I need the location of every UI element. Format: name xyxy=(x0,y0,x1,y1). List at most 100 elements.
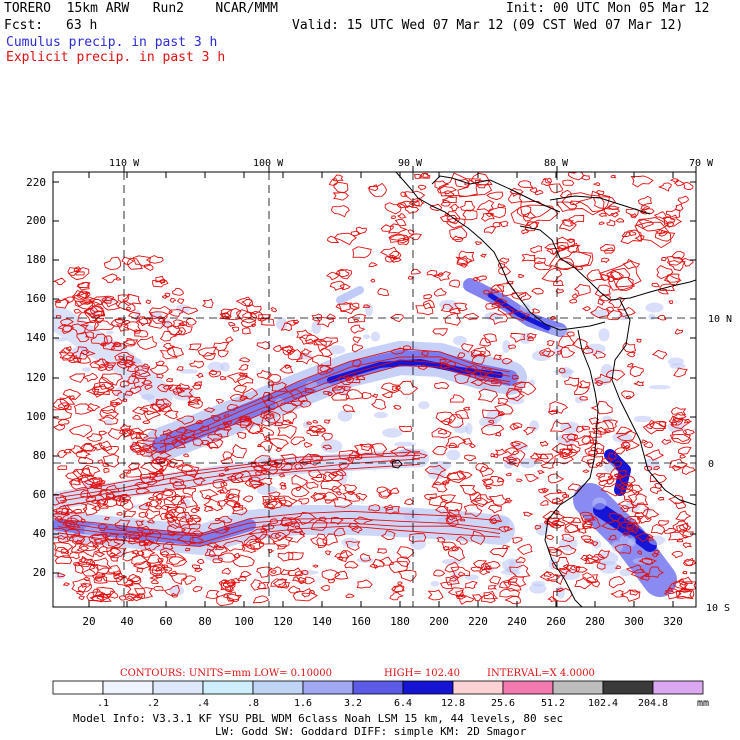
explicit-precip-contour xyxy=(203,407,216,413)
explicit-precip-contour xyxy=(231,577,240,584)
explicit-precip-contour xyxy=(380,530,396,540)
map-field xyxy=(53,172,696,607)
explicit-precip-contour xyxy=(117,294,130,303)
explicit-precip-contour xyxy=(308,425,323,433)
explicit-precip-contour xyxy=(53,527,69,540)
explicit-precip-contour xyxy=(169,297,177,303)
explicit-precip-contour xyxy=(667,580,688,593)
explicit-precip-contour xyxy=(162,541,175,550)
explicit-precip-contour xyxy=(237,576,247,582)
explicit-precip-contour xyxy=(356,579,373,589)
y-tick-label: 100 xyxy=(26,410,46,423)
explicit-precip-contour xyxy=(190,508,201,514)
explicit-precip-contour xyxy=(84,331,95,339)
explicit-precip-contour xyxy=(593,379,603,387)
explicit-precip-contour xyxy=(622,342,637,353)
explicit-precip-contour xyxy=(483,590,499,600)
explicit-precip-contour xyxy=(134,329,149,338)
explicit-precip-contour xyxy=(162,566,173,574)
cumulus-cell xyxy=(339,471,348,485)
explicit-precip-contour xyxy=(602,419,619,430)
explicit-precip-contour xyxy=(581,174,591,181)
explicit-precip-contour xyxy=(240,387,259,400)
explicit-precip-contour xyxy=(150,579,159,585)
explicit-precip-contour xyxy=(131,406,150,416)
explicit-precip-contour xyxy=(653,549,660,555)
explicit-precip-contour xyxy=(385,254,399,263)
explicit-precip-contour xyxy=(104,364,115,371)
explicit-precip-contour xyxy=(682,557,696,567)
x-tick-label: 280 xyxy=(585,615,605,628)
explicit-precip-contour xyxy=(252,595,270,604)
explicit-precip-contour xyxy=(182,487,196,497)
explicit-precip-contour xyxy=(511,292,527,301)
explicit-precip-contour xyxy=(463,504,483,518)
explicit-precip-contour xyxy=(149,403,168,412)
explicit-precip-contour xyxy=(125,593,138,602)
explicit-precip-contour xyxy=(226,593,243,603)
explicit-precip-contour xyxy=(352,246,372,259)
explicit-precip-contour xyxy=(350,230,361,237)
explicit-precip-contour xyxy=(548,401,569,414)
explicit-precip-contour xyxy=(74,271,85,276)
explicit-precip-contour xyxy=(482,377,503,387)
explicit-precip-contour xyxy=(628,484,643,494)
explicit-precip-contour xyxy=(227,403,239,411)
explicit-precip-contour xyxy=(672,578,689,590)
explicit-precip-contour xyxy=(637,550,642,555)
explicit-precip-contour xyxy=(493,354,503,361)
y-axis-labels: 220 200 180 160 140 120 100 80 60 40 20 xyxy=(26,176,46,579)
explicit-precip-contour xyxy=(639,209,647,214)
cumulus-cell xyxy=(502,339,511,354)
explicit-precip-contour xyxy=(382,504,394,511)
explicit-precip-contour xyxy=(146,519,155,524)
explicit-precip-contour xyxy=(336,491,342,496)
explicit-precip-contour xyxy=(239,415,252,423)
colorbar-label: .4 xyxy=(197,698,209,709)
explicit-precip-contour xyxy=(331,392,350,401)
explicit-precip-contour xyxy=(506,389,525,402)
explicit-precip-contour xyxy=(189,536,204,544)
cumulus-cell xyxy=(382,428,403,438)
explicit-precip-contour xyxy=(256,581,270,590)
explicit-precip-contour xyxy=(388,233,406,241)
explicit-precip-contour xyxy=(588,431,602,439)
explicit-precip-contour xyxy=(669,458,688,469)
explicit-precip-contour xyxy=(659,283,676,292)
contour-high: HIGH= 102.40 xyxy=(384,668,460,679)
colorbar-units: mm xyxy=(697,698,709,709)
explicit-band-contour xyxy=(159,356,511,442)
explicit-precip-contour xyxy=(582,469,590,473)
explicit-precip-contour xyxy=(232,502,241,508)
explicit-precip-contour xyxy=(315,428,326,434)
explicit-precip-contour xyxy=(333,174,344,182)
cumulus-cell xyxy=(642,507,652,513)
explicit-precip-contour xyxy=(339,283,351,291)
colorbar-label: .1 xyxy=(97,698,109,709)
explicit-precip-contour xyxy=(174,383,191,391)
explicit-precip-contour xyxy=(541,178,552,187)
explicit-precip-contour xyxy=(445,515,459,527)
colorbar-label: 25.6 xyxy=(491,698,515,709)
explicit-precip-contour xyxy=(494,297,508,305)
explicit-precip-contour xyxy=(654,232,676,242)
explicit-precip-contour xyxy=(71,578,91,593)
explicit-precip-contour xyxy=(485,565,493,570)
explicit-precip-contour xyxy=(388,251,402,260)
explicit-precip-contour xyxy=(317,364,335,376)
explicit-precip-contour xyxy=(212,557,223,564)
explicit-precip-contour xyxy=(377,287,390,297)
explicit-precip-contour xyxy=(116,511,123,516)
explicit-precip-contour xyxy=(150,472,159,477)
explicit-precip-contour xyxy=(497,410,506,417)
cumulus-cell xyxy=(529,583,547,594)
explicit-precip-contour xyxy=(620,589,641,602)
explicit-precip-contour xyxy=(338,376,355,385)
explicit-precip-contour xyxy=(248,476,263,486)
explicit-precip-contour xyxy=(94,320,116,331)
explicit-precip-contour xyxy=(201,439,210,446)
explicit-precip-contour xyxy=(287,567,304,577)
explicit-precip-contour xyxy=(194,381,203,387)
explicit-precip-contour xyxy=(396,556,411,567)
explicit-precip-contour xyxy=(324,419,332,424)
